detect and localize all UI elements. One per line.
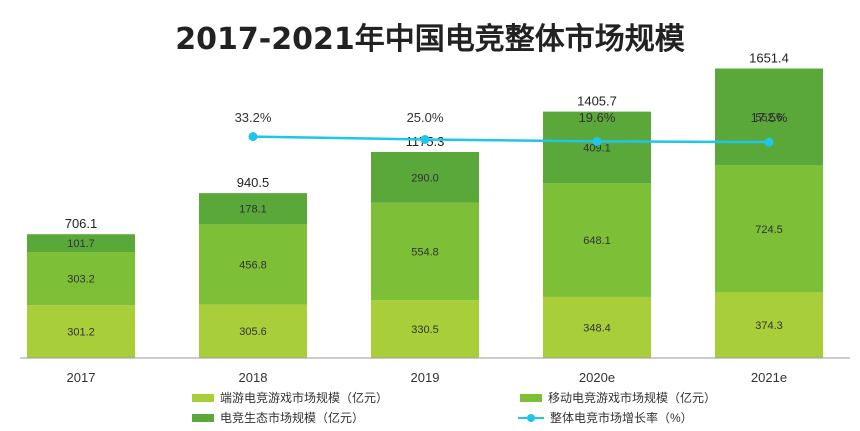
- x-tick-2019: 2019: [411, 370, 440, 385]
- bar-mobile-2021e: [715, 165, 823, 293]
- x-tick-2018: 2018: [239, 370, 268, 385]
- bar-label-mobile-2018: 456.8: [239, 259, 267, 271]
- total-label-2017: 706.1: [65, 216, 98, 231]
- bar-label-pc-2018: 305.6: [239, 326, 267, 338]
- legend-label-growth: 整体电竞市场增长率（%）: [550, 411, 693, 425]
- bar-label-mobile-2019: 554.8: [411, 246, 439, 258]
- growth-point-2019: [420, 135, 430, 144]
- bar-mobile-2020e: [543, 183, 651, 297]
- bar-label-eco-2017: 101.7: [67, 238, 95, 250]
- bar-label-mobile-2017: 303.2: [67, 274, 95, 286]
- bar-mobile-2019: [371, 202, 479, 301]
- bar-label-pc-2017: 301.2: [67, 327, 95, 339]
- legend-item-growth: 整体电竞市场增长率（%）: [518, 409, 693, 426]
- legend-item-mobile: 移动电竞游戏市场规模（亿元）: [520, 389, 716, 406]
- bar-label-mobile-2020e: 648.1: [583, 235, 611, 247]
- bar-label-pc-2020e: 348.4: [583, 322, 611, 334]
- legend-label-eco: 电竞生态市场规模（亿元）: [220, 411, 365, 425]
- bar-pc-2018: [199, 304, 307, 358]
- bar-pc-2019: [371, 300, 479, 358]
- bar-label-eco-2020e: 409.1: [583, 142, 611, 154]
- bar-label-eco-2018: 178.1: [239, 204, 267, 216]
- chart-title: 2017-2021年中国电竞整体市场规模: [175, 22, 685, 57]
- legend-swatch-eco: [192, 413, 214, 422]
- legend-label-mobile: 移动电竞游戏市场规模（亿元）: [548, 391, 717, 405]
- growth-label-2018: 33.2%: [235, 110, 272, 125]
- legend-swatch-pc: [192, 393, 214, 402]
- bar-pc-2020e: [543, 296, 651, 358]
- bar-mobile-2018: [199, 224, 307, 305]
- bar-pc-2017: [27, 305, 135, 358]
- growth-label-2021e: 17.5%: [751, 110, 788, 125]
- bar-pc-2021e: [715, 292, 823, 358]
- legend-swatch-growth: [518, 413, 544, 422]
- bar-eco-2017: [27, 234, 135, 253]
- total-label-2020e: 1405.7: [577, 94, 617, 109]
- legend-item-eco: 电竞生态市场规模（亿元）: [192, 409, 364, 426]
- bar-eco-2019: [371, 151, 479, 203]
- bar-label-pc-2019: 330.5: [411, 324, 439, 336]
- total-label-2018: 940.5: [237, 175, 270, 190]
- growth-line: [252, 135, 770, 144]
- growth-point-2018: [248, 132, 258, 142]
- bar-label-eco-2021e: 552.6: [755, 112, 783, 124]
- bar-mobile-2017: [27, 252, 135, 306]
- growth-label-2019: 25.0%: [407, 110, 444, 125]
- x-axis: 2017 2018 2019 2020e 2021e: [20, 357, 850, 385]
- growth-line-layer: 33.2% 25.0% 19.6% 17.5%: [235, 110, 788, 147]
- growth-label-2020e: 19.6%: [579, 110, 616, 125]
- bar-label-layer: 301.2 303.2 101.7 706.1 305.6 456.8 178.1 940.5…: [65, 51, 789, 339]
- bar-label-pc-2021e: 374.3: [755, 320, 783, 332]
- growth-point-2021e: [764, 137, 774, 147]
- bar-eco-2021e: [715, 68, 823, 166]
- x-tick-2020e: 2020e: [579, 370, 615, 385]
- x-tick-2021e: 2021e: [751, 370, 787, 385]
- total-label-2021e: 1651.4: [749, 51, 789, 66]
- bar-label-eco-2019: 290.0: [411, 172, 439, 184]
- x-tick-2017: 2017: [67, 370, 96, 385]
- bar-label-mobile-2021e: 724.5: [755, 224, 783, 236]
- legend-swatch-mobile: [520, 393, 542, 402]
- bar-eco-2018: [199, 193, 307, 225]
- bar-layer: [27, 68, 823, 358]
- bar-eco-2020e: [543, 111, 651, 184]
- growth-point-2020e: [592, 136, 602, 146]
- legend-label-pc: 端游电竞游戏市场规模（亿元）: [220, 391, 389, 405]
- legend-item-pc: 端游电竞游戏市场规模（亿元）: [192, 389, 388, 406]
